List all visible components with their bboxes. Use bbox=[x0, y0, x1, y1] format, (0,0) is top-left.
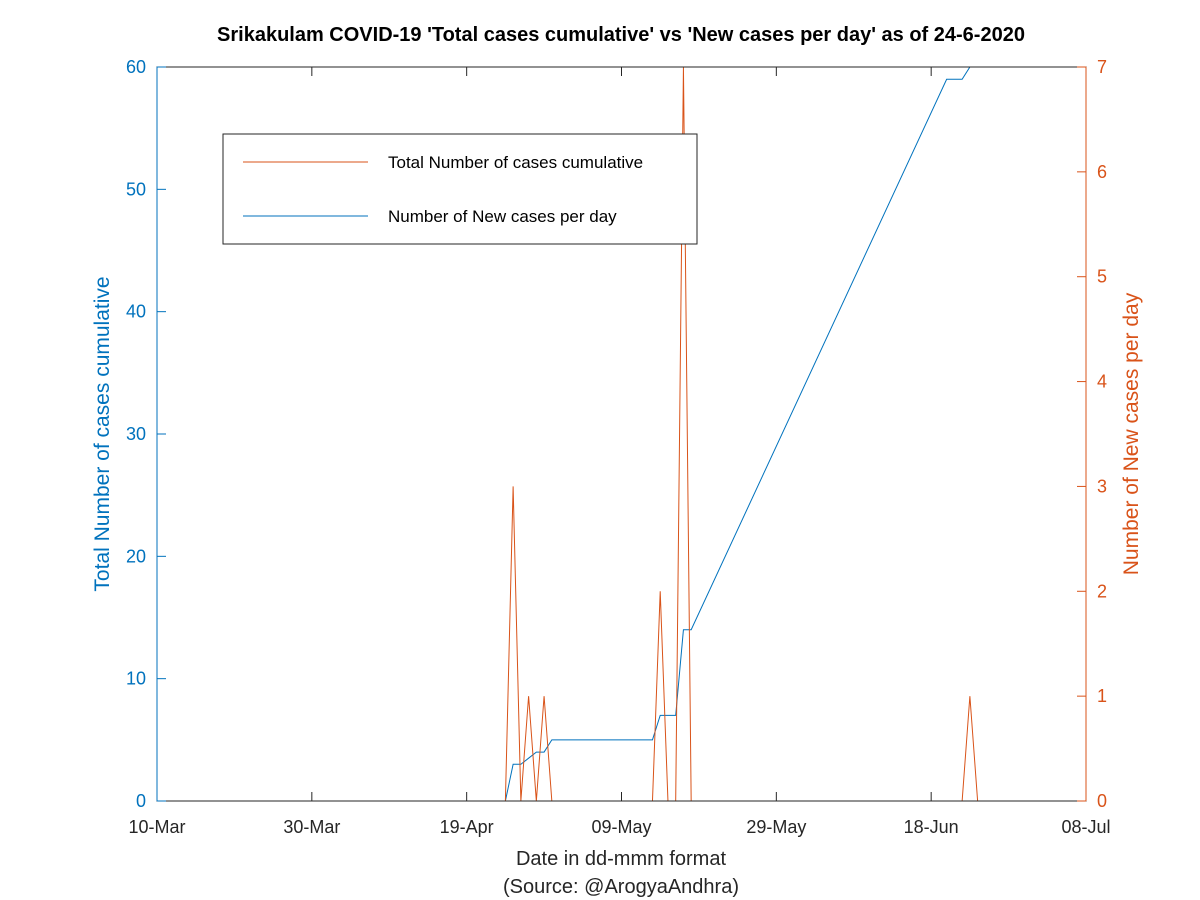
right-y-tick-label: 5 bbox=[1097, 267, 1107, 287]
x-tick-label: 19-Apr bbox=[440, 817, 494, 837]
x-tick-label: 30-Mar bbox=[283, 817, 340, 837]
left-y-tick-label: 0 bbox=[136, 791, 146, 811]
legend-box bbox=[222, 133, 698, 245]
right-y-tick-label: 0 bbox=[1097, 791, 1107, 811]
right-y-tick-label: 4 bbox=[1097, 372, 1107, 392]
left-y-tick-label: 30 bbox=[126, 424, 146, 444]
x-tick-label: 09-May bbox=[591, 817, 651, 837]
series-line-cumulative bbox=[157, 67, 971, 801]
x-tick-label: 29-May bbox=[746, 817, 806, 837]
x-tick-label: 08-Jul bbox=[1061, 817, 1110, 837]
x-tick-label: 18-Jun bbox=[904, 817, 959, 837]
x-axis-label: Date in dd-mmm format bbox=[516, 848, 726, 870]
left-y-tick-label: 10 bbox=[126, 669, 146, 689]
x-axis-ticks: 10-Mar 30-Mar 19-Apr 09-May 29-May 18-Jun 08-J… bbox=[128, 67, 1111, 837]
plot-series bbox=[157, 67, 1086, 801]
left-y-axis-label: Total Number of cases cumulative bbox=[91, 276, 114, 591]
source-note: (Source: @ArogyaAndhra) bbox=[503, 876, 739, 898]
x-tick-label: 10-Mar bbox=[128, 817, 185, 837]
right-y-tick-label: 7 bbox=[1097, 57, 1107, 77]
left-y-tick-label: 60 bbox=[126, 57, 146, 77]
left-y-axis-ticks: 0 10 20 30 40 50 60 bbox=[126, 57, 166, 811]
right-y-tick-label: 2 bbox=[1097, 581, 1107, 601]
legend: Total Number of cases cumulative Number … bbox=[222, 133, 698, 245]
right-y-tick-label: 1 bbox=[1097, 686, 1107, 706]
series-line-new-cases bbox=[157, 67, 1086, 801]
legend-label-new-cases: Number of New cases per day bbox=[388, 207, 617, 226]
right-y-axis-label: Number of New cases per day bbox=[1120, 292, 1143, 575]
legend-label-cumulative: Total Number of cases cumulative bbox=[388, 153, 643, 172]
right-y-tick-label: 6 bbox=[1097, 162, 1107, 182]
left-y-tick-label: 50 bbox=[126, 179, 146, 199]
left-y-tick-label: 40 bbox=[126, 302, 146, 322]
chart-title: Srikakulam COVID-19 'Total cases cumulat… bbox=[217, 24, 1025, 46]
left-y-tick-label: 20 bbox=[126, 546, 146, 566]
right-y-axis-ticks: 0 1 2 3 4 5 6 7 bbox=[1077, 57, 1107, 811]
right-y-tick-label: 3 bbox=[1097, 476, 1107, 496]
